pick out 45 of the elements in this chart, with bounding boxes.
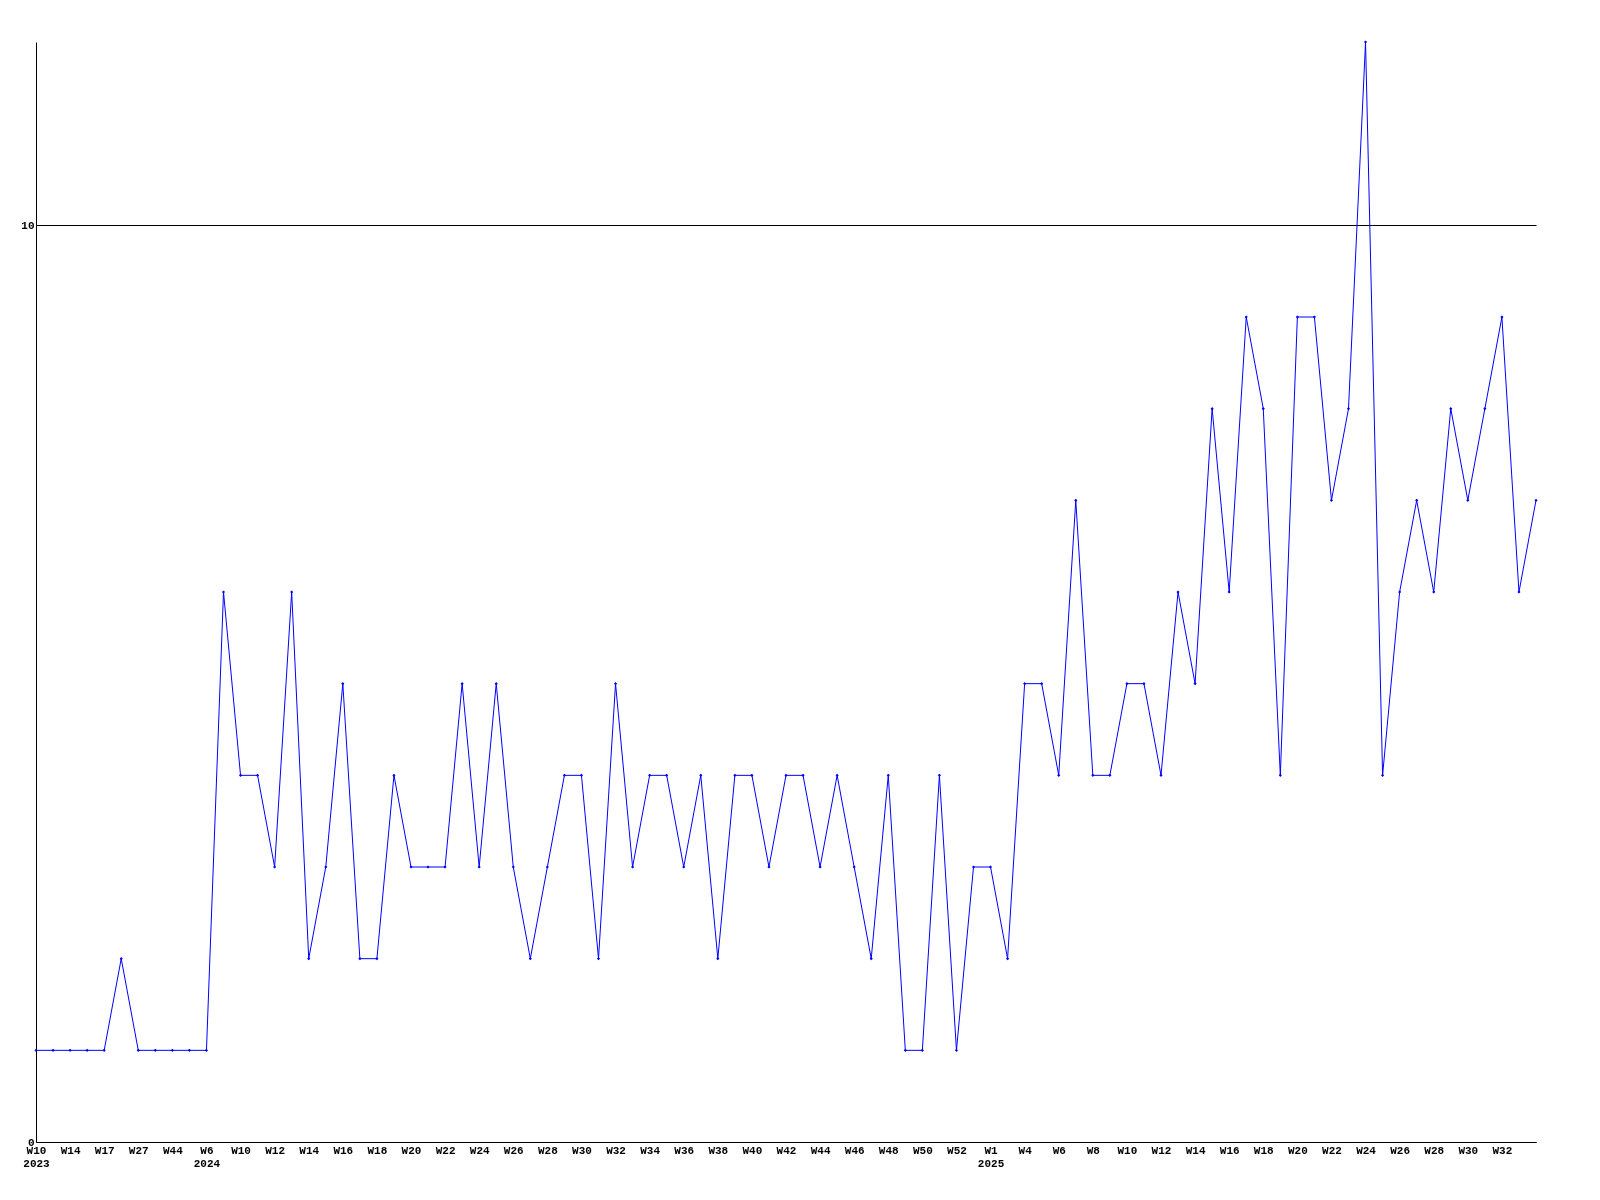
- x-tick-label: W30: [572, 1144, 592, 1157]
- x-tick-label: W10: [1117, 1144, 1138, 1157]
- x-tick-label: W52: [947, 1144, 967, 1157]
- x-tick-label: W48: [878, 1144, 900, 1157]
- x-tick-label: W10 2023: [23, 1144, 51, 1170]
- x-tick-label: W17: [94, 1144, 115, 1157]
- x-tick-label: W26: [503, 1144, 524, 1157]
- x-tick-label: W22: [435, 1144, 456, 1157]
- x-tick-label: W30: [1458, 1144, 1479, 1157]
- x-tick-label: W6: [1052, 1144, 1066, 1157]
- x-tick-label: W12: [1151, 1144, 1172, 1157]
- x-tick-label: W38: [708, 1144, 729, 1157]
- x-tick-label: W22: [1322, 1144, 1342, 1157]
- x-tick-label: W6 2024: [193, 1144, 221, 1170]
- x-tick-label: W8: [1086, 1144, 1101, 1157]
- x-tick-label: W14: [60, 1144, 81, 1157]
- x-tick-label: W24: [469, 1144, 490, 1157]
- x-tick-label: W36: [674, 1144, 695, 1157]
- x-tick-label: W14: [1185, 1144, 1206, 1157]
- x-tick-label: W14: [299, 1144, 320, 1157]
- x-tick-label: W32: [1492, 1144, 1513, 1157]
- x-tick-label: W20: [401, 1144, 422, 1157]
- x-tick-label: W28: [1424, 1144, 1445, 1157]
- x-tick-label: W34: [640, 1144, 661, 1157]
- x-tick-label: W20: [1287, 1144, 1308, 1157]
- x-tick-label: W42: [776, 1144, 797, 1157]
- x-tick-label: W44: [810, 1144, 831, 1157]
- x-tick-label: W50: [912, 1144, 933, 1157]
- x-tick-label: W18: [1253, 1144, 1275, 1157]
- y-tick-label: 10: [21, 219, 35, 232]
- x-tick-label: W4: [1018, 1144, 1033, 1157]
- x-tick-label: W27: [128, 1144, 149, 1157]
- x-tick-label: W24: [1356, 1144, 1377, 1157]
- x-tick-label: W26: [1390, 1144, 1411, 1157]
- x-tick-label: W10: [231, 1144, 251, 1157]
- x-tick-label: W46: [844, 1144, 865, 1157]
- x-tick-label: W44: [162, 1144, 184, 1157]
- x-tick-label: W16: [333, 1144, 354, 1157]
- x-tick-label: W16: [1219, 1144, 1240, 1157]
- x-tick-label: W28: [537, 1144, 559, 1157]
- x-tick-label: W32: [606, 1144, 626, 1157]
- x-tick-label: W1 2025: [977, 1144, 1005, 1170]
- x-tick-label: W18: [367, 1144, 388, 1157]
- x-tick-label: W12: [265, 1144, 286, 1157]
- x-tick-label: W40: [742, 1144, 763, 1157]
